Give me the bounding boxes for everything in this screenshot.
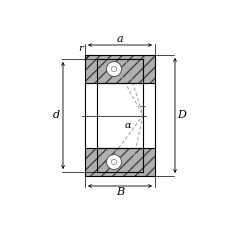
Text: a: a <box>116 34 123 44</box>
Bar <box>85 148 154 176</box>
Bar <box>85 83 154 148</box>
Text: α: α <box>124 121 131 130</box>
Text: d: d <box>52 110 59 121</box>
Bar <box>97 83 142 148</box>
Bar <box>97 148 142 172</box>
Text: B: B <box>115 187 123 197</box>
Circle shape <box>106 61 121 76</box>
Circle shape <box>111 66 116 72</box>
Bar <box>85 55 154 83</box>
Bar <box>97 59 142 83</box>
Text: r: r <box>78 44 83 53</box>
Circle shape <box>106 155 121 170</box>
Circle shape <box>111 159 116 165</box>
Text: D: D <box>177 110 186 121</box>
